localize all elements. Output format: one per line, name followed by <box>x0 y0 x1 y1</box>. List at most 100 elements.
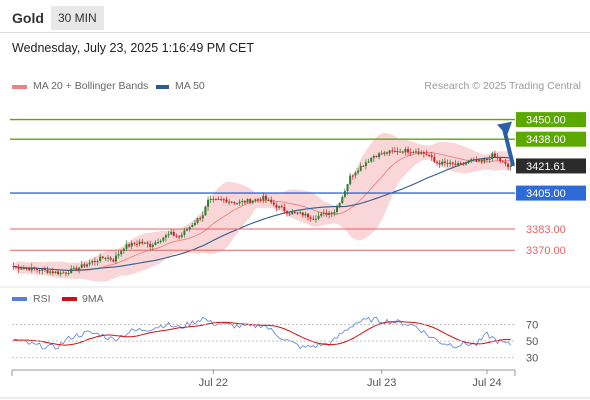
candle-body <box>499 158 502 162</box>
candles <box>12 146 512 277</box>
candle-body <box>143 242 146 244</box>
candle-body <box>272 202 275 205</box>
candle-body <box>220 199 223 201</box>
candle-body <box>225 199 228 203</box>
candle-body <box>149 243 152 247</box>
candle-body <box>17 266 20 269</box>
candle-body <box>104 257 107 259</box>
candle-body <box>54 271 57 274</box>
legend-ma50: MA 50 <box>175 80 205 92</box>
candle-body <box>217 198 220 200</box>
rsi-tick-label: 30 <box>526 353 538 365</box>
candle-body <box>383 152 386 155</box>
candle-body <box>33 267 36 269</box>
candle-body <box>451 162 454 164</box>
candle-body <box>249 199 252 203</box>
legend-rsi: RSI <box>33 293 51 305</box>
candle-body <box>293 212 296 214</box>
candle-body <box>504 161 507 164</box>
candle-body <box>93 260 96 262</box>
candle-body <box>396 151 399 153</box>
candle-body <box>309 217 312 219</box>
x-tick-label: Jul 24 <box>472 377 501 389</box>
candle-body <box>88 262 91 265</box>
candle-body <box>414 151 417 153</box>
ma50-line <box>13 156 511 271</box>
candle-body <box>501 161 504 163</box>
rsi-line <box>13 316 512 350</box>
candle-body <box>317 215 320 219</box>
legend-swatch-ma50 <box>156 85 169 89</box>
candle-body <box>72 267 75 269</box>
candle-body <box>86 264 88 267</box>
timeframe-button[interactable]: 30 MIN <box>51 6 104 30</box>
candle-body <box>207 199 210 207</box>
candle-body <box>107 257 110 259</box>
legend-ma20-bollinger: MA 20 + Bollinger Bands <box>33 80 149 92</box>
candle-body <box>201 215 204 219</box>
instrument-name: Gold <box>12 10 44 26</box>
candle-body <box>20 268 23 270</box>
chart-datetime: Wednesday, July 23, 2025 1:16:49 PM CET <box>12 41 255 55</box>
candle-body <box>128 244 131 247</box>
candle-body <box>199 218 202 220</box>
candle-body <box>393 151 396 153</box>
candle-body <box>172 231 175 236</box>
candle-body <box>28 268 31 271</box>
candle-body <box>254 199 257 201</box>
candle-body <box>159 240 162 243</box>
candle-body <box>349 175 352 185</box>
candle-body <box>409 152 412 154</box>
candle-body <box>228 201 231 203</box>
candle-body <box>36 268 38 270</box>
candle-body <box>141 241 144 244</box>
candle-body <box>472 159 475 161</box>
candle-body <box>507 163 510 167</box>
candle-body <box>241 200 244 202</box>
candle-body <box>388 150 391 154</box>
candle-body <box>259 199 262 201</box>
candle-body <box>307 213 310 218</box>
level-label-support: 3370.00 <box>526 245 566 257</box>
candle-body <box>133 242 136 244</box>
ma20-line <box>13 152 511 272</box>
level-tag-pivot <box>516 185 586 201</box>
candle-body <box>96 261 99 263</box>
candle-body <box>433 157 436 162</box>
candle-body <box>362 165 365 167</box>
candle-body <box>62 272 65 274</box>
candle-body <box>491 153 494 159</box>
candle-body <box>264 195 267 200</box>
candle-body <box>367 161 370 163</box>
candle-body <box>167 234 170 236</box>
candle-body <box>386 152 388 154</box>
candle-body <box>246 199 249 203</box>
forecast-arrow-shaft <box>502 126 515 166</box>
forecast-arrow-head <box>497 121 512 136</box>
bollinger-band <box>13 132 511 282</box>
candle-body <box>157 242 160 244</box>
legend-swatch-ma20 <box>12 85 27 89</box>
candle-body <box>467 160 470 163</box>
candle-body <box>188 226 191 230</box>
candle-body <box>125 244 128 249</box>
candle-body <box>38 269 41 271</box>
candle-body <box>183 230 186 235</box>
candle-body <box>114 255 117 262</box>
level-label-support: 3383.00 <box>526 224 566 236</box>
candle-body <box>438 162 441 165</box>
candle-body <box>109 257 112 260</box>
candle-body <box>480 159 483 162</box>
candle-body <box>193 222 196 226</box>
candle-body <box>286 211 288 214</box>
candle-body <box>459 163 462 165</box>
candle-body <box>275 204 278 208</box>
candle-body <box>322 212 325 214</box>
candle-body <box>222 199 225 201</box>
candle-body <box>70 268 73 274</box>
candle-body <box>399 151 402 153</box>
candle-body <box>146 242 149 244</box>
candle-body <box>486 159 488 161</box>
